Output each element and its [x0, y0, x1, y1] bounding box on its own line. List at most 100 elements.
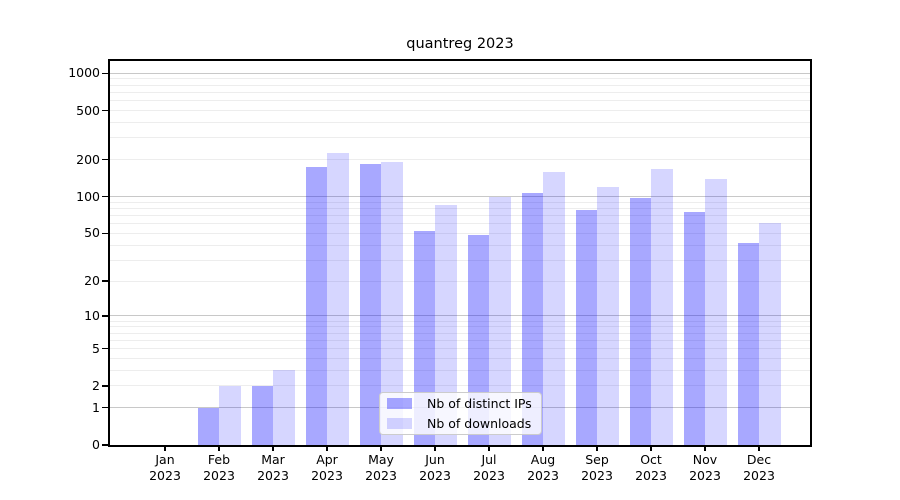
y-tick-label: 1000: [68, 65, 100, 81]
bar-downloads: [327, 153, 349, 445]
minor-gridline: [110, 259, 810, 261]
y-tick-label: 100: [76, 188, 100, 204]
bar-distinct-ips: [305, 166, 327, 445]
legend-label: Nb of distinct IPs: [427, 396, 532, 411]
x-tick-mark: [542, 445, 544, 451]
bar-distinct-ips: [251, 385, 273, 445]
y-tick-label: 20: [84, 273, 100, 289]
minor-gridline: [110, 223, 810, 225]
bar-downloads: [651, 169, 673, 445]
minor-gridline: [110, 280, 810, 282]
x-tick-mark: [326, 445, 328, 451]
downloads-swatch-icon: [387, 418, 412, 429]
y-tick-label: 5: [92, 340, 100, 356]
x-tick-label: Apr 2023: [311, 452, 343, 483]
legend: Nb of distinct IPs Nb of downloads: [379, 392, 542, 435]
bar-downloads: [759, 222, 781, 445]
bar-distinct-ips: [413, 231, 435, 445]
minor-gridline: [110, 244, 810, 246]
x-tick-label: Dec 2023: [743, 452, 775, 483]
y-tick-label: 500: [76, 102, 100, 118]
minor-gridline: [110, 110, 810, 112]
y-tick-mark: [102, 109, 108, 112]
legend-label: Nb of downloads: [427, 416, 532, 431]
legend-item-distinct-ips: Nb of distinct IPs: [380, 395, 541, 412]
chart-title: quantreg 2023: [406, 36, 514, 52]
y-tick-mark: [102, 315, 108, 317]
x-tick-mark: [164, 445, 166, 451]
bar-distinct-ips: [197, 407, 219, 445]
x-tick-mark: [218, 445, 220, 451]
major-gridline: [110, 196, 810, 198]
y-tick-label: 0: [92, 437, 100, 452]
bar-distinct-ips: [629, 198, 651, 445]
minor-gridline: [110, 91, 810, 93]
minor-gridline: [110, 332, 810, 334]
y-tick-mark: [102, 195, 108, 198]
minor-gridline: [110, 100, 810, 102]
bar-downloads: [543, 172, 565, 445]
x-tick-label: May 2023: [365, 452, 397, 483]
x-tick-label: Mar 2023: [257, 452, 289, 483]
minor-gridline: [110, 215, 810, 217]
x-tick-mark: [758, 445, 760, 451]
bar-downloads: [597, 187, 619, 445]
minor-gridline: [110, 357, 810, 359]
y-tick-mark: [102, 72, 108, 75]
minor-gridline: [110, 385, 810, 387]
bar-distinct-ips: [359, 163, 381, 445]
x-tick-mark: [596, 445, 598, 451]
y-tick-mark: [102, 406, 108, 409]
bar-distinct-ips: [683, 212, 705, 445]
major-gridline: [110, 315, 810, 317]
minor-gridline: [110, 137, 810, 139]
legend-item-downloads: Nb of downloads: [380, 415, 541, 432]
x-tick-label: Jan 2023: [149, 452, 181, 483]
y-tick-mark: [102, 232, 108, 235]
y-tick-label: 200: [76, 151, 100, 167]
y-tick-label: 50: [84, 225, 100, 241]
y-tick-mark: [102, 347, 108, 350]
x-tick-label: Aug 2023: [527, 452, 559, 483]
y-tick-mark: [102, 444, 108, 446]
x-tick-mark: [650, 445, 652, 451]
x-tick-label: Sep 2023: [581, 452, 613, 483]
minor-gridline: [110, 339, 810, 341]
y-tick-label: 1: [92, 399, 100, 415]
bar-distinct-ips: [737, 242, 759, 445]
x-tick-label: Nov 2023: [689, 452, 721, 483]
minor-gridline: [110, 320, 810, 322]
minor-gridline: [110, 369, 810, 371]
x-tick-label: Jun 2023: [419, 452, 451, 483]
bar-downloads: [273, 370, 295, 445]
y-tick-mark: [102, 280, 108, 282]
x-tick-label: Feb 2023: [203, 452, 235, 483]
bar-downloads: [219, 385, 241, 445]
x-tick-mark: [434, 445, 436, 451]
plot-area: Nb of distinct IPs Nb of downloads: [108, 59, 812, 447]
bar-distinct-ips: [521, 193, 543, 445]
minor-gridline: [110, 122, 810, 124]
x-tick-mark: [380, 445, 382, 451]
y-tick-mark: [102, 385, 108, 387]
minor-gridline: [110, 201, 810, 203]
minor-gridline: [110, 78, 810, 80]
bar-downloads: [705, 179, 727, 445]
bar-downloads: [381, 161, 403, 445]
major-gridline: [110, 72, 810, 74]
minor-gridline: [110, 348, 810, 350]
distinct-ips-swatch-icon: [387, 398, 412, 409]
x-tick-mark: [704, 445, 706, 451]
x-tick-label: Jul 2023: [473, 452, 505, 483]
y-tick-label: 2: [92, 377, 100, 393]
bar-downloads: [435, 205, 457, 445]
x-tick-mark: [488, 445, 490, 451]
x-tick-label: Oct 2023: [635, 452, 667, 483]
minor-gridline: [110, 159, 810, 161]
minor-gridline: [110, 326, 810, 328]
minor-gridline: [110, 84, 810, 86]
minor-gridline: [110, 232, 810, 234]
y-tick-label: 10: [84, 307, 100, 323]
bar-downloads: [489, 196, 511, 445]
